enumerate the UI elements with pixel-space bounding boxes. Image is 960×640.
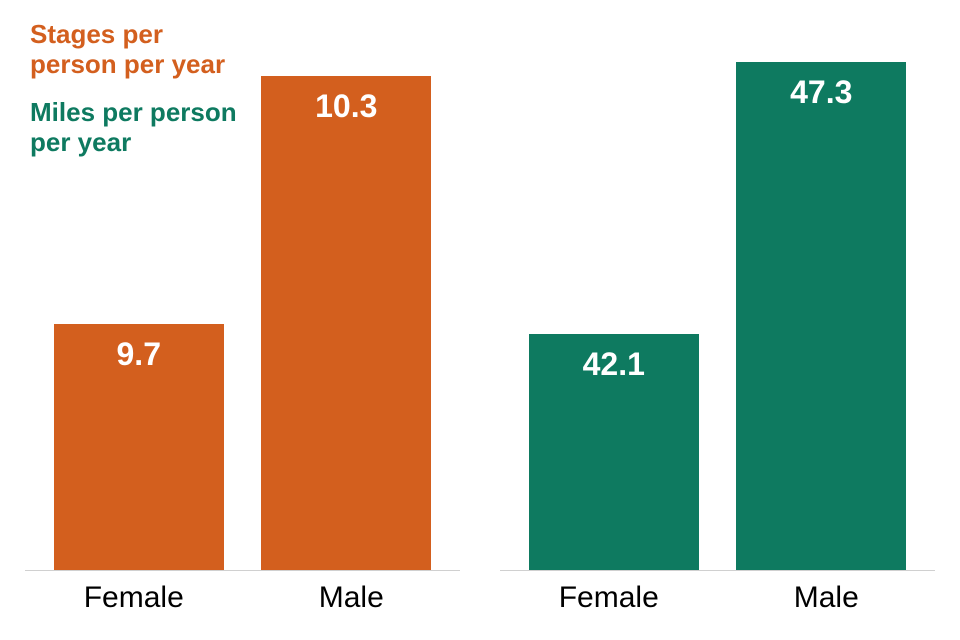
miles-axis-female: Female: [524, 581, 694, 615]
stages-bar-female-label: 9.7: [54, 336, 224, 373]
stages-chart: 9.7 10.3 Female Male: [25, 63, 460, 615]
miles-bar-female: 42.1: [529, 334, 699, 570]
stages-plot: 9.7 10.3: [25, 63, 460, 571]
miles-bar-female-label: 42.1: [529, 346, 699, 383]
stages-bar-male: 10.3: [261, 76, 431, 570]
miles-bar-male-label: 47.3: [736, 74, 906, 111]
miles-plot: 42.1 47.3: [500, 63, 935, 571]
miles-bar-male: 47.3: [736, 62, 906, 570]
stages-axis-female: Female: [49, 581, 219, 615]
charts-container: 9.7 10.3 Female Male 42.1 47.3 Female Ma…: [25, 63, 935, 615]
stages-bar-female: 9.7: [54, 324, 224, 570]
stages-bar-male-label: 10.3: [261, 88, 431, 125]
miles-axis-male: Male: [741, 581, 911, 615]
miles-chart: 42.1 47.3 Female Male: [500, 63, 935, 615]
stages-axis-male: Male: [266, 581, 436, 615]
stages-axis: Female Male: [25, 571, 460, 615]
miles-axis: Female Male: [500, 571, 935, 615]
